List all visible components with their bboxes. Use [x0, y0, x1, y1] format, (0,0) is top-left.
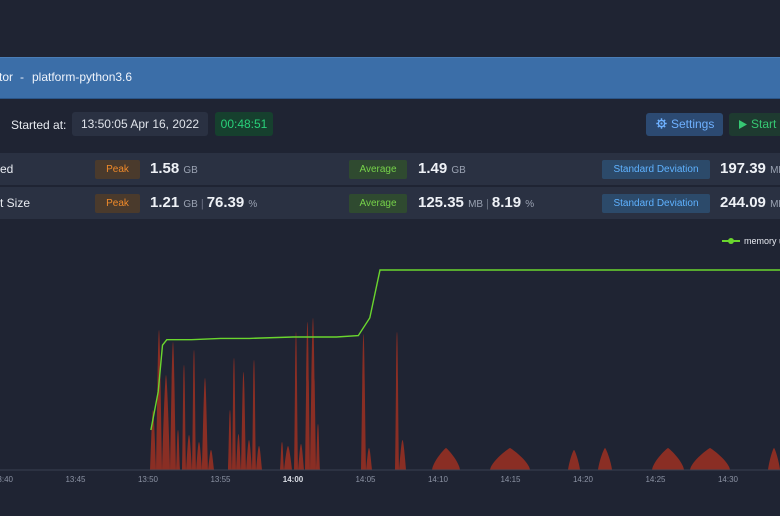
start-button[interactable]: Start — [729, 113, 780, 136]
area-spike — [652, 448, 684, 470]
settings-label: Settings — [671, 117, 715, 131]
area-spike — [432, 448, 460, 470]
x-tick-label: 14:20 — [573, 475, 594, 484]
x-tick-label: 14:10 — [428, 475, 449, 484]
area-spike — [176, 430, 180, 470]
area-spike — [361, 334, 366, 470]
area-spike — [202, 378, 208, 470]
area-spike — [768, 448, 780, 470]
title-separator: - — [20, 70, 24, 84]
row-label: ed — [0, 162, 14, 176]
area-spike — [228, 410, 232, 470]
area-spike — [196, 442, 202, 470]
area-spike — [490, 448, 530, 470]
peak-badge: Peak — [95, 194, 140, 213]
legend-label: memory u — [744, 236, 780, 246]
settings-button[interactable]: Settings — [646, 113, 723, 136]
area-spike — [252, 360, 256, 470]
x-tick-label: 14:15 — [500, 475, 521, 484]
x-ticks: 13:40 13:45 13:50 13:55 14:00 14:05 14:10 14:15… — [0, 475, 739, 484]
area-spike — [241, 372, 246, 470]
memory-chart: 13:40 13:45 13:50 13:55 14:00 14:05 14:10 14:15… — [0, 236, 780, 484]
area-spike — [208, 450, 214, 470]
area-spike — [399, 440, 406, 470]
area-spike — [170, 342, 176, 470]
area-spike — [294, 332, 298, 470]
x-tick-label: 13:55 — [210, 475, 231, 484]
area-spike — [690, 448, 730, 470]
started-label: Started at: — [11, 118, 67, 132]
area-spike — [150, 410, 156, 470]
area-spike — [316, 424, 320, 470]
average-badge: Average — [349, 194, 407, 213]
title-fragment: tor — [0, 70, 14, 84]
std-dev-badge: Standard Deviation — [602, 194, 710, 213]
area-spike — [298, 444, 304, 470]
started-at-value: 13:50:05 Apr 16, 2022 — [72, 112, 208, 136]
x-tick-label: 14:05 — [355, 475, 376, 484]
area-spike — [310, 318, 316, 470]
area-spike — [366, 448, 372, 470]
peak-value: 1.58 GB — [150, 160, 198, 177]
area-spike — [284, 446, 292, 470]
stats-row-size: t Size Peak 1.21 GB | 76.39 % Average 125.… — [0, 187, 780, 219]
memory-line — [150, 269, 780, 431]
area-spike — [246, 440, 252, 470]
platform-name: platform-python3.6 — [32, 70, 133, 84]
line-series — [150, 269, 780, 431]
peak-value: 1.21 GB | 76.39 % — [150, 194, 258, 211]
area-spike — [395, 332, 399, 470]
x-tick-label: 13:50 — [138, 475, 159, 484]
area-spike — [236, 434, 241, 470]
x-tick-label: 13:40 — [0, 475, 14, 484]
area-spike — [568, 450, 580, 470]
chart-legend: memory u — [722, 236, 780, 246]
elapsed-timer: 00:48:51 — [215, 112, 273, 136]
area-spike — [280, 442, 284, 470]
row-label: t Size — [0, 196, 31, 210]
x-tick-label: 14:00 — [283, 475, 304, 484]
area-spike — [598, 448, 612, 470]
area-spike — [256, 446, 262, 470]
std-dev-badge: Standard Deviation — [602, 160, 710, 179]
area-spike — [305, 322, 310, 470]
legend-marker-icon — [728, 238, 734, 244]
std-dev-value: 197.39 MB — [720, 160, 780, 177]
average-badge: Average — [349, 160, 407, 179]
play-icon — [739, 120, 747, 129]
window-titlebar: tor - platform-python3.6 — [0, 57, 780, 99]
stats-row-memory: ed Peak 1.58 GB Average 1.49 GB Standard… — [0, 153, 780, 185]
average-value: 125.35 MB | 8.19 % — [418, 194, 535, 211]
start-label: Start — [751, 117, 777, 131]
average-value: 1.49 GB — [418, 160, 466, 177]
area-spike — [192, 350, 196, 470]
x-tick-label: 14:30 — [718, 475, 739, 484]
peak-badge: Peak — [95, 160, 140, 179]
x-tick-label: 14:25 — [645, 475, 666, 484]
area-spike — [232, 358, 236, 470]
area-spike — [156, 330, 162, 470]
area-spike — [186, 435, 192, 470]
area-series — [150, 318, 780, 470]
gear-icon — [656, 118, 667, 129]
area-spike — [162, 375, 170, 470]
x-tick-label: 13:45 — [65, 475, 86, 484]
area-spike — [182, 365, 186, 470]
std-dev-value: 244.09 MB — [720, 194, 780, 211]
